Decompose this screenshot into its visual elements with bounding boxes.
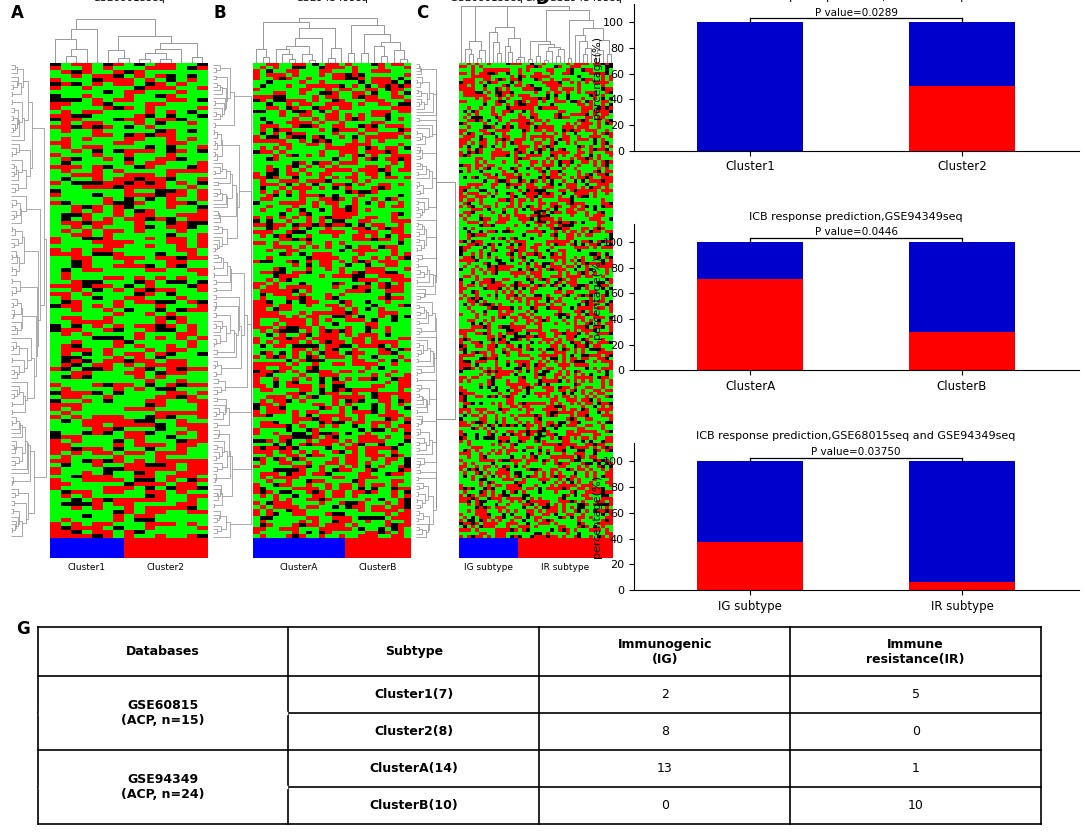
Text: E: E xyxy=(535,209,547,227)
Bar xyxy=(909,331,1015,370)
Title: ICB response prediction,GSE94349seq: ICB response prediction,GSE94349seq xyxy=(749,211,963,221)
Bar xyxy=(697,22,803,151)
Text: GSE60815
(ACP, n=15): GSE60815 (ACP, n=15) xyxy=(121,699,205,727)
Text: ClusterA(14): ClusterA(14) xyxy=(370,762,459,775)
Text: Immunogenic
(IG): Immunogenic (IG) xyxy=(618,638,712,665)
Y-axis label: percentage(%): percentage(%) xyxy=(592,36,602,119)
Text: 13: 13 xyxy=(657,762,673,775)
Bar xyxy=(697,542,803,590)
Text: 0: 0 xyxy=(661,799,669,812)
Y-axis label: percentage(%): percentage(%) xyxy=(592,475,602,558)
Title: GSE94349seq: GSE94349seq xyxy=(295,0,367,3)
Bar xyxy=(697,242,803,279)
Text: P value=0.03750: P value=0.03750 xyxy=(812,447,901,457)
Text: 5: 5 xyxy=(912,688,919,701)
Text: ClusterA: ClusterA xyxy=(280,564,318,572)
Text: Subtype: Subtype xyxy=(385,645,443,658)
Text: GSE94349
(ACP, n=24): GSE94349 (ACP, n=24) xyxy=(121,774,205,801)
Title: GSE68015seq and GSE94349seq: GSE68015seq and GSE94349seq xyxy=(450,0,622,3)
Text: B: B xyxy=(214,4,227,22)
Bar xyxy=(909,582,1015,590)
Text: 1: 1 xyxy=(912,762,919,775)
Text: Cluster2: Cluster2 xyxy=(146,564,184,572)
Text: Databases: Databases xyxy=(126,645,199,658)
Bar xyxy=(697,279,803,370)
Text: P value=0.0446: P value=0.0446 xyxy=(815,227,898,237)
Text: Cluster1: Cluster1 xyxy=(68,564,106,572)
Text: C: C xyxy=(416,4,428,22)
Text: 0: 0 xyxy=(912,725,919,738)
Text: ClusterB(10): ClusterB(10) xyxy=(370,799,459,812)
Bar xyxy=(909,22,1015,86)
Text: A: A xyxy=(11,4,24,22)
Bar xyxy=(909,242,1015,331)
Text: 8: 8 xyxy=(661,725,669,738)
Text: G: G xyxy=(16,621,30,638)
Text: IG subtype: IG subtype xyxy=(464,564,514,572)
Bar xyxy=(697,461,803,542)
Text: IR subtype: IR subtype xyxy=(541,564,590,572)
Bar xyxy=(909,461,1015,582)
Title: ICB response prediction,GSE68015seq and GSE94349seq: ICB response prediction,GSE68015seq and … xyxy=(696,431,1016,441)
Y-axis label: percentage(%): percentage(%) xyxy=(592,256,602,339)
Title: GSE68015seq: GSE68015seq xyxy=(92,0,165,3)
Text: Cluster1(7): Cluster1(7) xyxy=(374,688,453,701)
Text: Immune
resistance(IR): Immune resistance(IR) xyxy=(866,638,965,665)
Text: 10: 10 xyxy=(907,799,924,812)
Text: 2: 2 xyxy=(661,688,669,701)
Text: P value=0.0289: P value=0.0289 xyxy=(815,8,898,18)
Text: F: F xyxy=(535,429,547,447)
Title: ICB response prediction,GSE68015seq: ICB response prediction,GSE68015seq xyxy=(749,0,963,2)
Bar xyxy=(909,86,1015,151)
Text: Cluster2(8): Cluster2(8) xyxy=(374,725,453,738)
Text: D: D xyxy=(535,0,550,8)
Text: ClusterB: ClusterB xyxy=(358,564,397,572)
